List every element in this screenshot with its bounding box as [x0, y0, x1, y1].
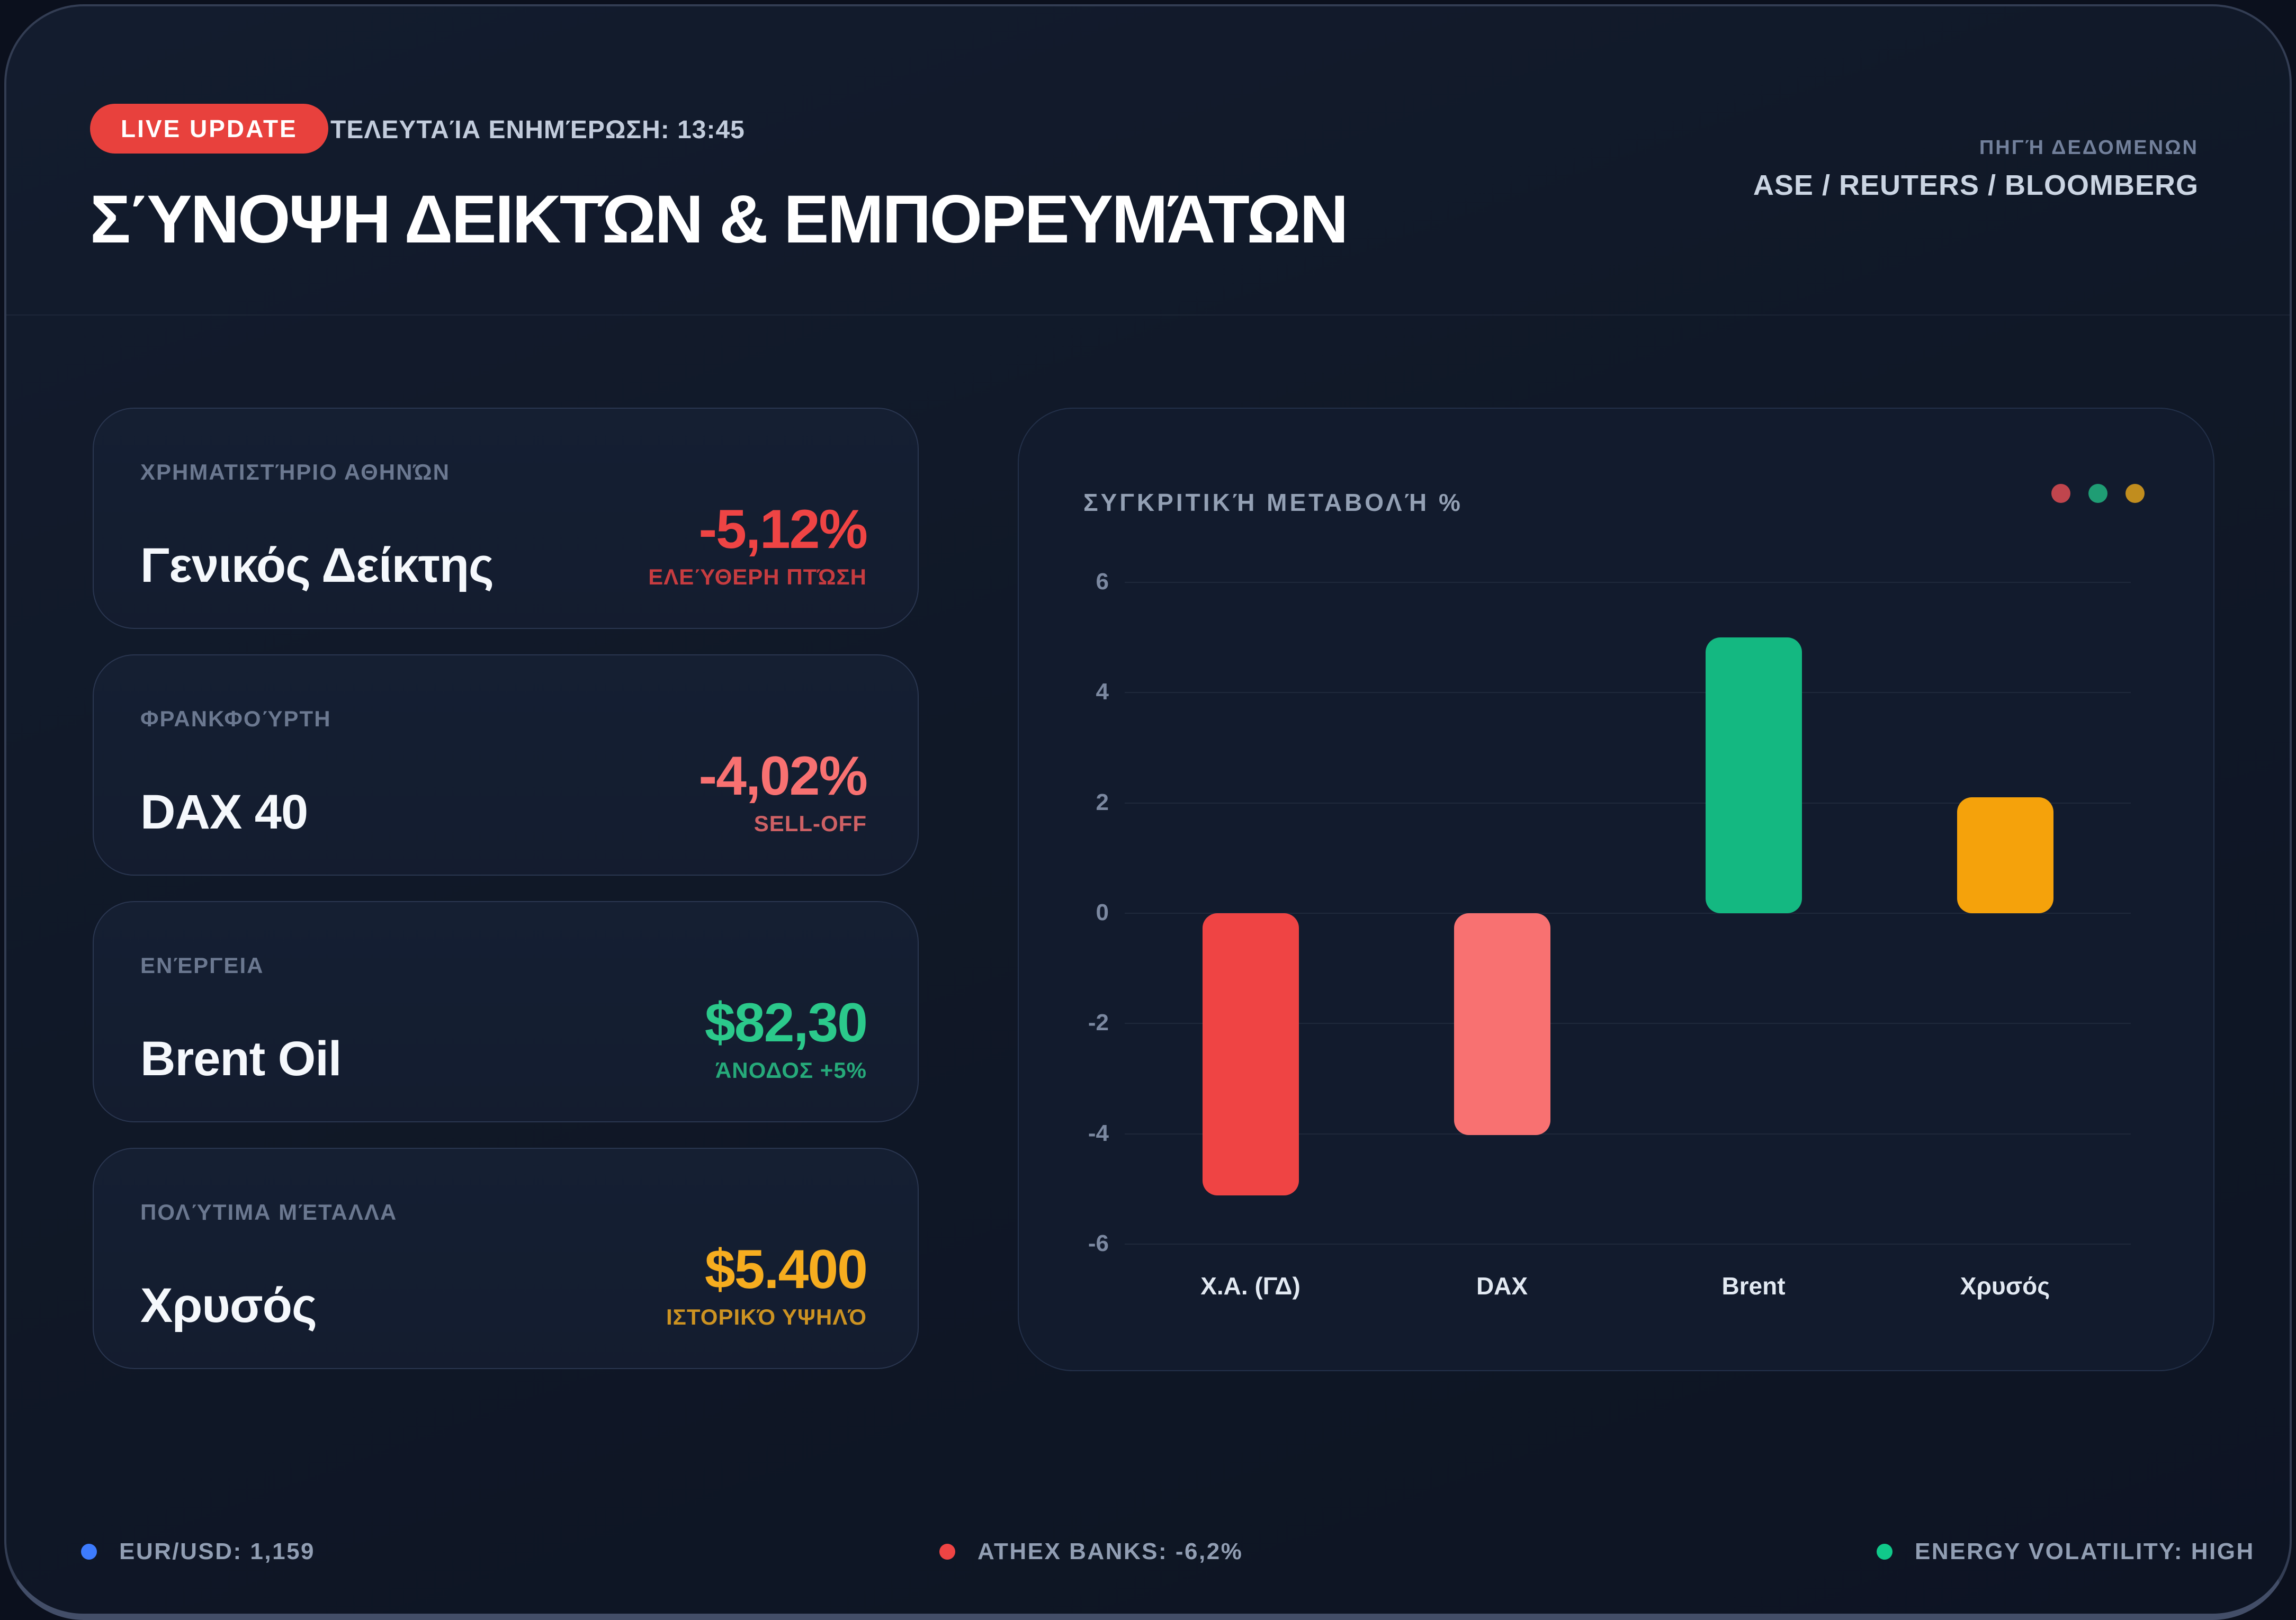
- footer-text: ATHEX BANKS: -6,2%: [977, 1538, 1243, 1564]
- gridline: [1125, 1133, 2131, 1135]
- y-axis-tick: 2: [1096, 789, 1109, 815]
- main-frame: LIVE UPDATE ΤΕΛΕΥΤΑΊΑ ΕΝΗΜΈΡΩΣΗ: 13:45 Π…: [4, 4, 2292, 1620]
- footer-item: ENERGY VOLATILITY: HIGH: [1877, 1538, 2255, 1565]
- footer-text: EUR/USD: 1,159: [119, 1538, 316, 1564]
- footer-item: ATHEX BANKS: -6,2%: [939, 1538, 1243, 1565]
- kpi-card-label: ΧΡΗΜΑΤΙΣΤΉΡΙΟ ΑΘΗΝΏΝ: [140, 460, 450, 484]
- kpi-card-note: ΙΣΤΟΡΙΚΌ ΥΨΗΛΌ: [666, 1304, 867, 1329]
- bar-Χρυσός: [1957, 797, 2053, 913]
- chart-panel: ΣΥΓΚΡΙΤΙΚΉ ΜΕΤΑΒΟΛΉ % 6 4 2 0 -2 -4 -6 Χ.Α. (ΓΔ…: [1018, 408, 2214, 1371]
- kpi-card-label: ΦΡΑΝΚΦΟΎΡΤΗ: [140, 706, 331, 731]
- gridline: [1125, 1023, 2131, 1024]
- y-axis-tick: 0: [1096, 899, 1109, 925]
- gridline: [1125, 692, 2131, 694]
- data-source-label: ΠΗΓΉ ΔΕΔΟΜΕΝΩΝ: [1979, 137, 2199, 159]
- legend-dot: [2125, 484, 2145, 503]
- bar-chart: 6 4 2 0 -2 -4 -6 Χ.Α. (ΓΔ) DAX Brent Χρυσός: [1088, 569, 2131, 1300]
- kpi-card-value: -5,12%: [698, 499, 868, 560]
- kpi-card-title: Brent Oil: [140, 1032, 342, 1086]
- kpi-card-title: Γενικός Δείκτης: [140, 538, 494, 592]
- page-title: ΣΎΝΟΨΗ ΔΕΙΚΤΏΝ & ΕΜΠΟΡΕΥΜΆΤΩΝ: [90, 182, 1349, 257]
- y-axis-tick: -2: [1088, 1010, 1109, 1036]
- bar-Brent: [1705, 637, 1802, 913]
- y-axis-tick: 6: [1096, 569, 1109, 595]
- footer-dot: [81, 1544, 97, 1560]
- kpi-card-body: Brent Oil $82,30 ΆΝΟΔΟΣ +5%: [140, 992, 868, 1086]
- kpi-card-list: ΧΡΗΜΑΤΙΣΤΉΡΙΟ ΑΘΗΝΏΝ Γενικός Δείκτης -5,12…: [93, 408, 919, 1369]
- kpi-card-note: ΕΛΕΎΘΕΡΗ ΠΤΏΣΗ: [648, 564, 867, 589]
- legend-dots: [2051, 484, 2145, 503]
- kpi-card-value: -4,02%: [698, 745, 868, 807]
- gridline: [1125, 1244, 2131, 1245]
- data-source: ΠΗΓΉ ΔΕΔΟΜΕΝΩΝ ASE / REUTERS / BLOOMBERG: [1753, 137, 2199, 202]
- live-update-badge: LIVE UPDATE: [90, 104, 328, 154]
- kpi-card-value: $82,30: [704, 992, 868, 1054]
- y-axis-tick: -6: [1088, 1230, 1109, 1256]
- x-axis-label: Brent: [1721, 1272, 1786, 1300]
- bar-DAX: [1454, 913, 1550, 1135]
- footer-item: EUR/USD: 1,159: [81, 1538, 315, 1565]
- x-axis-label: Χ.Α. (ΓΔ): [1200, 1272, 1301, 1300]
- y-axis-tick: 4: [1096, 679, 1109, 705]
- kpi-card-label: ΕΝΈΡΓΕΙΑ: [140, 953, 264, 978]
- kpi-card: ΦΡΑΝΚΦΟΎΡΤΗ DAX 40 -4,02% SELL-OFF: [93, 654, 919, 876]
- kpi-card-value-block: $5.400 ΙΣΤΟΡΙΚΌ ΥΨΗΛΌ: [666, 1239, 868, 1330]
- gridline: [1125, 582, 2131, 583]
- kpi-card-title: Χρυσός: [140, 1279, 317, 1333]
- y-axis-tick: -4: [1088, 1120, 1109, 1146]
- kpi-card: ΕΝΈΡΓΕΙΑ Brent Oil $82,30 ΆΝΟΔΟΣ +5%: [93, 901, 919, 1122]
- kpi-card-title: DAX 40: [140, 785, 308, 839]
- kpi-card: ΠΟΛΎΤΙΜΑ ΜΈΤΑΛΛΑ Χρυσός $5.400 ΙΣΤΟΡΙΚΌ ΥΨΗ…: [93, 1148, 919, 1369]
- kpi-card-note: ΆΝΟΔΟΣ +5%: [715, 1058, 867, 1083]
- bar-Χ.Α. (ΓΔ): [1202, 913, 1299, 1196]
- data-source-value: ASE / REUTERS / BLOOMBERG: [1753, 169, 2199, 201]
- kpi-card-body: Χρυσός $5.400 ΙΣΤΟΡΙΚΌ ΥΨΗΛΌ: [140, 1239, 868, 1333]
- x-axis-label: DAX: [1476, 1272, 1528, 1300]
- kpi-card-label: ΠΟΛΎΤΙΜΑ ΜΈΤΑΛΛΑ: [140, 1200, 398, 1225]
- footer-dot: [939, 1544, 955, 1560]
- gridline: [1125, 913, 2131, 914]
- kpi-card: ΧΡΗΜΑΤΙΣΤΉΡΙΟ ΑΘΗΝΏΝ Γενικός Δείκτης -5,12…: [93, 408, 919, 629]
- header-divider: [6, 314, 2290, 316]
- legend-dot: [2088, 484, 2107, 503]
- kpi-card-value-block: $82,30 ΆΝΟΔΟΣ +5%: [704, 992, 868, 1083]
- kpi-card-value-block: -4,02% SELL-OFF: [698, 745, 868, 836]
- x-axis-label: Χρυσός: [1960, 1272, 2050, 1300]
- kpi-card-value-block: -5,12% ΕΛΕΎΘΕΡΗ ΠΤΏΣΗ: [648, 499, 868, 590]
- last-update-text: ΤΕΛΕΥΤΑΊΑ ΕΝΗΜΈΡΩΣΗ: 13:45: [330, 116, 745, 144]
- kpi-card-body: DAX 40 -4,02% SELL-OFF: [140, 745, 868, 839]
- gridline: [1125, 802, 2131, 804]
- footer-dot: [1877, 1544, 1893, 1560]
- footer-text: ENERGY VOLATILITY: HIGH: [1915, 1538, 2255, 1564]
- kpi-card-body: Γενικός Δείκτης -5,12% ΕΛΕΎΘΕΡΗ ΠΤΏΣΗ: [140, 499, 868, 592]
- kpi-card-value: $5.400: [704, 1239, 868, 1300]
- legend-dot: [2051, 484, 2070, 503]
- chart-title: ΣΥΓΚΡΙΤΙΚΉ ΜΕΤΑΒΟΛΉ %: [1083, 489, 1463, 516]
- kpi-card-note: SELL-OFF: [754, 811, 867, 836]
